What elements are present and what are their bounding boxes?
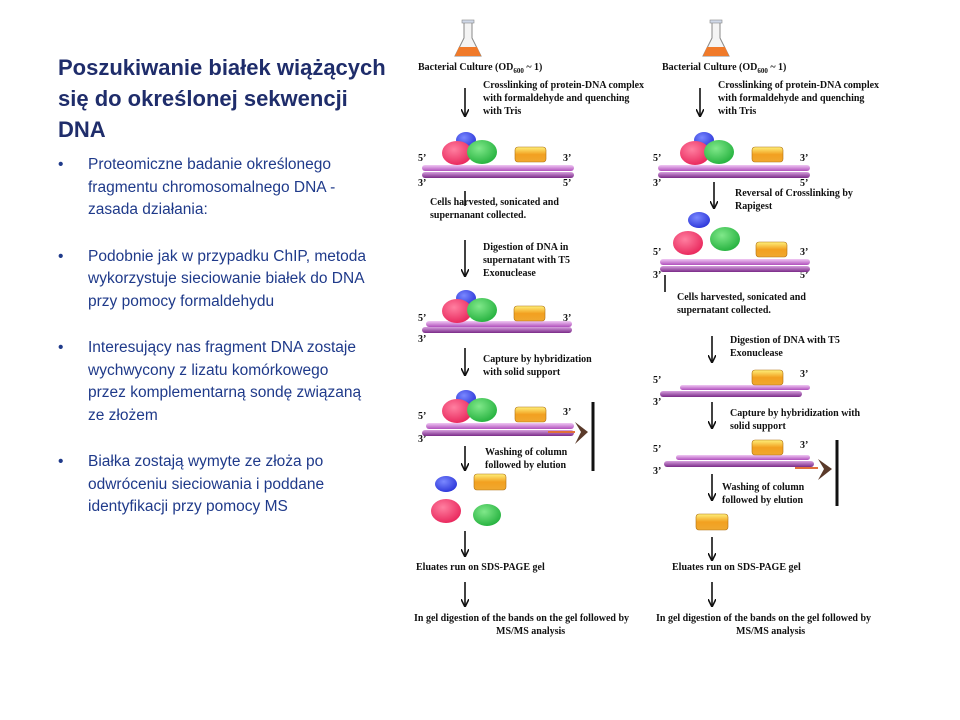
step-label: MS/MS analysis <box>736 626 805 637</box>
step-label: Washing of column <box>722 482 805 493</box>
step-label: Capture by hybridization <box>483 354 592 365</box>
svg-text:3’: 3’ <box>800 440 808 451</box>
slide-title: Poszukiwanie białek wiążących się do okr… <box>58 55 386 142</box>
bullet-text: Białka zostają wymyte ze złoża po odwróc… <box>88 453 325 515</box>
step-label: with Tris <box>483 106 521 117</box>
svg-text:5’: 5’ <box>800 178 808 189</box>
step-label: In gel digestion of the bands on the gel… <box>414 613 629 624</box>
step-label: Eluates run on SDS-PAGE gel <box>416 562 545 573</box>
svg-text:5’: 5’ <box>653 153 661 164</box>
step-label: Cells harvested, sonicated and <box>430 197 559 208</box>
svg-text:3’: 3’ <box>563 153 571 164</box>
svg-text:3’: 3’ <box>563 407 571 418</box>
svg-text:3’: 3’ <box>653 466 661 477</box>
step-label: Cells harvested, sonicated and <box>677 292 806 303</box>
svg-text:3’: 3’ <box>418 178 426 189</box>
captured-complex: 5’ 3’ 3’ <box>418 390 595 471</box>
svg-text:5’: 5’ <box>653 375 661 386</box>
bullet-dot: • <box>58 339 64 356</box>
svg-text:5’: 5’ <box>418 411 426 422</box>
bullet-dot: • <box>58 156 64 173</box>
svg-text:5’: 5’ <box>563 178 571 189</box>
step-label: solid support <box>730 421 787 432</box>
svg-text:3’: 3’ <box>800 153 808 164</box>
svg-text:5’: 5’ <box>800 270 808 281</box>
culture-label: Bacterial Culture (OD600 ~ 1) <box>662 62 786 75</box>
bullet-item: • Proteomiczne badanie określonego fragme… <box>58 154 368 222</box>
captured-dna: 5’ 3’ 3’ <box>653 439 839 506</box>
step-label: with formaldehyde and quenching <box>718 93 864 104</box>
bullet-list: • Proteomiczne badanie określonego fragme… <box>58 154 368 543</box>
bullet-text: Interesujący nas fragment DNA zostaje wy… <box>88 339 362 424</box>
svg-text:3’: 3’ <box>800 247 808 258</box>
step-label: with Tris <box>718 106 756 117</box>
step-label: with solid support <box>483 367 561 378</box>
svg-text:3’: 3’ <box>653 178 661 189</box>
bullet-item: • Białka zostają wymyte ze złoża po odwró… <box>58 451 368 519</box>
step-label: Exonuclease <box>483 268 536 279</box>
svg-text:5’: 5’ <box>418 313 426 324</box>
bullet-text: Podobnie jak w przypadku ChIP, metoda wy… <box>88 247 367 310</box>
svg-text:5’: 5’ <box>653 444 661 455</box>
svg-text:3’: 3’ <box>653 397 661 408</box>
protein-dna-complex: 5’ 3’ 3’ 5’ <box>653 212 810 281</box>
step-label: followed by elution <box>485 460 567 471</box>
step-label: In gel digestion of the bands on the gel… <box>656 613 871 624</box>
step-label: with formaldehyde and quenching <box>483 93 629 104</box>
step-label: followed by elution <box>722 495 804 506</box>
bullet-dot: • <box>58 247 64 265</box>
svg-text:3’: 3’ <box>653 270 661 281</box>
step-label: Digestion of DNA in <box>483 242 569 253</box>
svg-text:3’: 3’ <box>418 334 426 345</box>
step-label: supernanant collected. <box>430 210 527 221</box>
step-label: Exonuclease <box>730 348 783 359</box>
step-label: Crosslinking of protein-DNA complex <box>483 80 644 91</box>
flask-icon <box>454 19 482 57</box>
column-tip <box>575 422 588 444</box>
column-tip <box>818 459 832 480</box>
eluted-protein <box>695 513 729 531</box>
step-label: MS/MS analysis <box>496 626 565 637</box>
svg-text:3’: 3’ <box>418 434 426 445</box>
svg-text:3’: 3’ <box>800 369 808 380</box>
protein-dna-complex: 5’ 3’ 3’ 5’ <box>653 132 810 189</box>
svg-text:5’: 5’ <box>418 153 426 164</box>
protein-dna-complex: 5’ 3’ 3’ 5’ <box>418 132 574 189</box>
bullet-item: • Interesujący nas fragment DNA zostaje w… <box>58 337 368 427</box>
step-label: Reversal of Crosslinking by <box>735 188 853 199</box>
step-label: Capture by hybridization with <box>730 408 861 419</box>
step-label: supernatant collected. <box>677 305 771 316</box>
protein-dna-complex: 5’ 3’ 3’ <box>418 290 572 345</box>
svg-text:5’: 5’ <box>653 247 661 258</box>
bullet-dot: • <box>58 453 64 470</box>
eluted-proteins <box>431 473 507 526</box>
step-label: Digestion of DNA with T5 <box>730 335 840 346</box>
flask-icon <box>702 19 730 57</box>
culture-label: Bacterial Culture (OD600 ~ 1) <box>418 62 542 75</box>
digested-dna: 5’ 3’ 3’ <box>653 369 810 408</box>
svg-text:3’: 3’ <box>563 313 571 324</box>
step-label: Crosslinking of protein-DNA complex <box>718 80 879 91</box>
step-label: Washing of column <box>485 447 568 458</box>
step-label: Rapigest <box>735 201 773 212</box>
step-label: supernatant with T5 <box>483 255 570 266</box>
workflow-diagram: Bacterial Culture (OD600 ~ 1) Crosslinki… <box>414 19 879 637</box>
step-label: Eluates run on SDS-PAGE gel <box>672 562 801 573</box>
bullet-item: • Podobnie jak w przypadku ChIP, metoda w… <box>58 246 368 314</box>
bullet-text: Proteomiczne badanie określonego fragmen… <box>88 156 336 218</box>
